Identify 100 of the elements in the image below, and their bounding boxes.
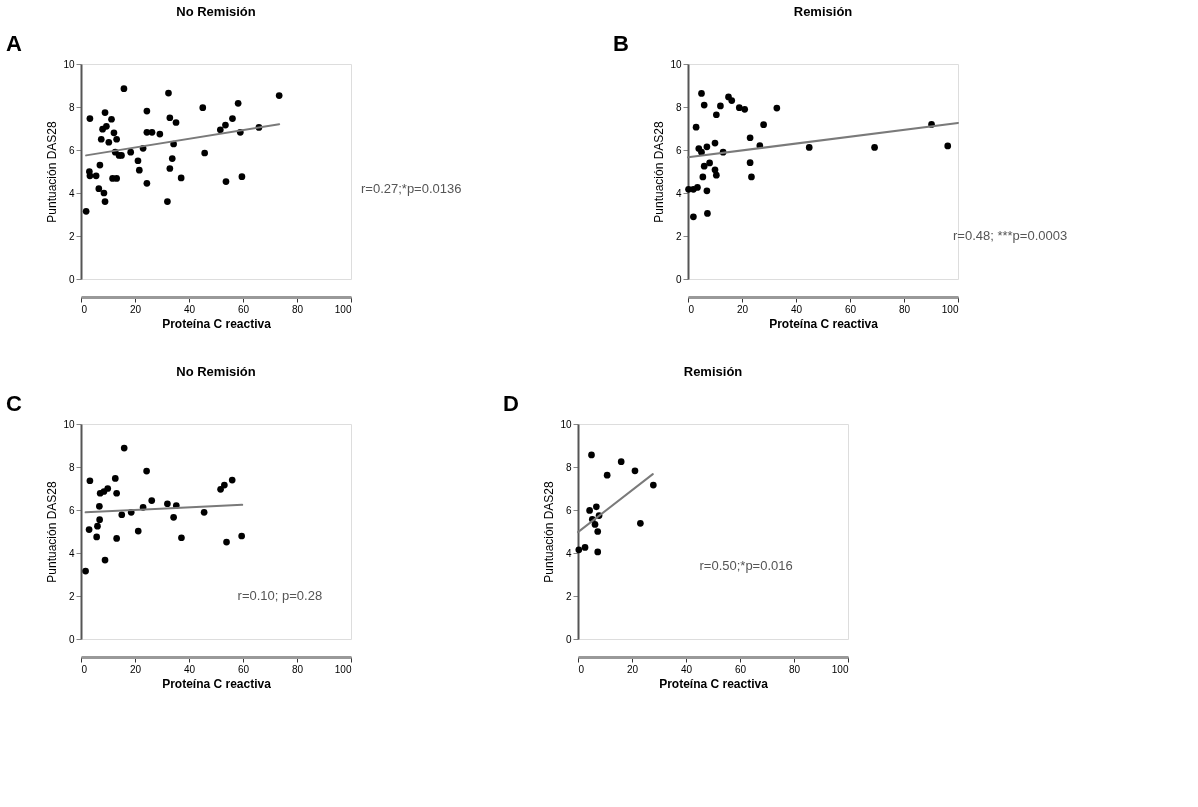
chart-title: No Remisión	[176, 4, 256, 19]
point	[120, 444, 128, 452]
point	[692, 123, 700, 131]
x-tick-label: 20	[626, 663, 639, 675]
point	[594, 528, 602, 535]
point	[200, 509, 208, 516]
point	[222, 121, 229, 129]
point	[617, 458, 625, 465]
point	[113, 535, 120, 542]
point	[217, 486, 224, 493]
y-axis-title: Puntuación DAS28	[652, 120, 667, 223]
point	[773, 104, 781, 112]
y-tick-label: 0	[68, 633, 75, 645]
y-tick-label: 6	[68, 504, 75, 516]
x-tick-label: 100	[334, 303, 352, 315]
point	[631, 467, 639, 475]
x-tick-label: 0	[81, 663, 88, 675]
point	[238, 532, 245, 540]
point	[690, 213, 697, 221]
point	[97, 135, 105, 143]
y-tick-label: 0	[68, 273, 75, 285]
point	[96, 161, 104, 169]
y-tick-label: 0	[675, 273, 682, 285]
point	[105, 138, 113, 146]
x-tick-label: 20	[129, 663, 142, 675]
point	[805, 144, 813, 151]
x-tick-label: 40	[790, 303, 803, 315]
point	[135, 166, 143, 174]
point	[148, 129, 156, 136]
x-axis-title: Proteína C reactiva	[162, 676, 272, 691]
y-tick-label: 2	[565, 590, 572, 602]
y-tick-label: 4	[68, 187, 75, 199]
point	[103, 123, 110, 130]
annotation: r=0.48; ***p=0.0003	[953, 228, 1068, 243]
point	[222, 178, 230, 185]
point	[134, 527, 142, 535]
point	[760, 121, 767, 128]
point	[108, 115, 115, 123]
chart-title: Remisión	[683, 364, 743, 379]
point	[101, 109, 109, 116]
point	[120, 85, 128, 93]
x-tick-label: 80	[788, 663, 801, 675]
point	[113, 175, 120, 182]
x-tick-label: 60	[844, 303, 857, 315]
x-tick-label: 100	[941, 303, 959, 315]
point	[699, 173, 707, 181]
point	[85, 526, 93, 533]
point	[101, 198, 109, 205]
point	[746, 159, 754, 167]
x-tick-label: 80	[291, 303, 304, 315]
x-axis-title: Proteína C reactiva	[659, 676, 769, 691]
point	[594, 548, 602, 556]
y-tick-label: 6	[675, 144, 682, 156]
x-tick-label: 0	[81, 303, 88, 315]
y-tick-label: 4	[565, 547, 572, 559]
point	[229, 115, 236, 122]
point	[717, 102, 724, 110]
point	[694, 184, 701, 191]
point	[698, 90, 705, 97]
point	[166, 114, 174, 122]
point	[581, 544, 589, 551]
x-tick-label: 0	[578, 663, 585, 675]
x-tick-label: 60	[734, 663, 747, 675]
point	[275, 92, 283, 99]
point	[164, 198, 171, 205]
text: A	[6, 31, 22, 56]
point	[101, 556, 109, 564]
point	[238, 173, 246, 181]
text: C	[6, 391, 22, 416]
point	[711, 139, 719, 147]
point	[713, 111, 720, 119]
point	[110, 129, 118, 137]
point	[93, 533, 101, 541]
y-tick-label: 10	[670, 58, 682, 70]
point	[637, 519, 644, 527]
point	[593, 503, 600, 511]
point	[586, 507, 593, 514]
point	[711, 166, 719, 174]
x-tick-label: 20	[129, 303, 142, 315]
point	[748, 173, 755, 181]
x-tick-label: 80	[898, 303, 911, 315]
point	[148, 497, 156, 504]
point	[588, 451, 595, 459]
point	[700, 162, 708, 170]
point	[871, 144, 878, 151]
x-tick-label: 40	[183, 663, 196, 675]
point	[92, 172, 100, 180]
x-axis-title: Proteína C reactiva	[162, 316, 272, 331]
point	[143, 107, 151, 115]
point	[199, 104, 207, 111]
point	[166, 165, 174, 172]
x-axis-title: Proteína C reactiva	[769, 316, 879, 331]
point	[100, 189, 108, 197]
point	[127, 148, 135, 156]
y-tick-label: 6	[565, 504, 572, 516]
text: B	[613, 31, 629, 56]
chart-title: Remisión	[793, 4, 853, 19]
y-tick-label: 8	[565, 461, 572, 473]
text: r=0.27;*p=0.0136	[361, 180, 462, 196]
y-tick-label: 10	[63, 58, 75, 70]
